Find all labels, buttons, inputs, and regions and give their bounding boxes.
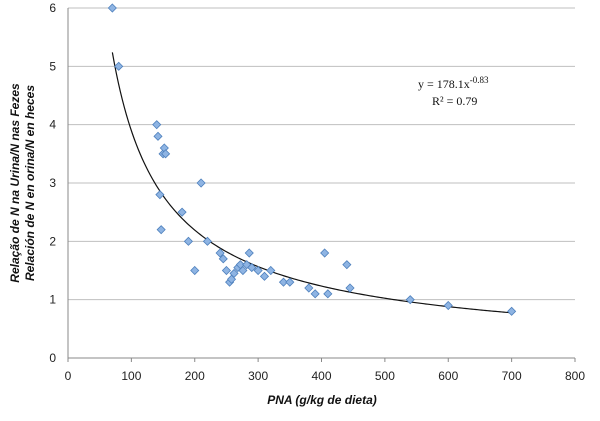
data-point (238, 265, 248, 276)
data-points (107, 3, 517, 316)
data-point (215, 248, 225, 258)
data-point (152, 120, 162, 130)
data-point (278, 277, 289, 287)
x-tick-label: 700 (502, 369, 522, 383)
data-point (218, 254, 228, 264)
x-tick-label: 500 (375, 369, 395, 383)
y-axis-title: Relação de N na Urina/N nas Fezes Relaci… (8, 83, 37, 283)
data-point (285, 277, 295, 287)
equation-text: y = 178.1x-0.83 (418, 75, 489, 91)
y-tick-label: 2 (49, 234, 56, 248)
data-point (153, 131, 163, 141)
data-point (342, 260, 352, 270)
x-tick-label: 0 (65, 369, 72, 383)
data-point (155, 190, 165, 200)
data-point (183, 236, 193, 246)
y-tick-label: 6 (49, 1, 56, 15)
data-point (156, 225, 166, 235)
data-point (443, 300, 453, 311)
data-point (247, 263, 257, 273)
data-point (253, 265, 263, 276)
data-point (202, 236, 212, 246)
data-point (196, 178, 206, 188)
data-point (320, 248, 330, 258)
data-point (190, 265, 200, 276)
grid-lines (68, 7, 575, 301)
y-tick-label: 3 (49, 176, 56, 190)
data-point (266, 265, 276, 276)
data-point (177, 207, 187, 217)
y-tick-label: 0 (49, 351, 56, 365)
data-point (114, 61, 124, 71)
x-tick-label: 100 (121, 369, 141, 383)
data-point (161, 149, 171, 159)
data-point (244, 248, 254, 258)
data-point (345, 283, 355, 293)
y-tick-labels: 0 1 2 3 4 5 6 (49, 1, 56, 365)
r-squared-text: R² = 0.79 (432, 94, 477, 108)
equation-exponent: -0.83 (470, 75, 489, 85)
x-tick-label: 800 (565, 369, 585, 383)
data-point (304, 283, 314, 293)
data-point (107, 3, 117, 13)
y-tick-label: 1 (49, 293, 56, 307)
x-tick-labels: 0 100 200 300 400 500 600 700 800 (65, 358, 585, 383)
data-point (405, 295, 415, 305)
x-tick-label: 200 (185, 369, 205, 383)
x-tick-label: 300 (248, 369, 268, 383)
data-point (323, 289, 333, 299)
data-point (229, 268, 239, 278)
y-tick-label: 5 (49, 59, 56, 73)
data-point (221, 265, 232, 276)
equation-base: y = 178.1x (418, 77, 470, 91)
trendline-equation: y = 178.1x-0.83 R² = 0.79 (418, 75, 489, 108)
y-axis-title-line-1: Relação de N na Urina/N nas Fezes (8, 83, 22, 283)
data-point (259, 271, 270, 281)
y-tick-label: 4 (49, 118, 56, 132)
x-tick-label: 400 (311, 369, 331, 383)
y-axis-title-line-2: Relación de N en orina/N en heces (23, 85, 37, 281)
data-point (507, 306, 517, 316)
data-point (310, 289, 320, 299)
x-tick-label: 600 (438, 369, 458, 383)
x-axis-title: PNA (g/kg de dieta) (267, 393, 377, 407)
